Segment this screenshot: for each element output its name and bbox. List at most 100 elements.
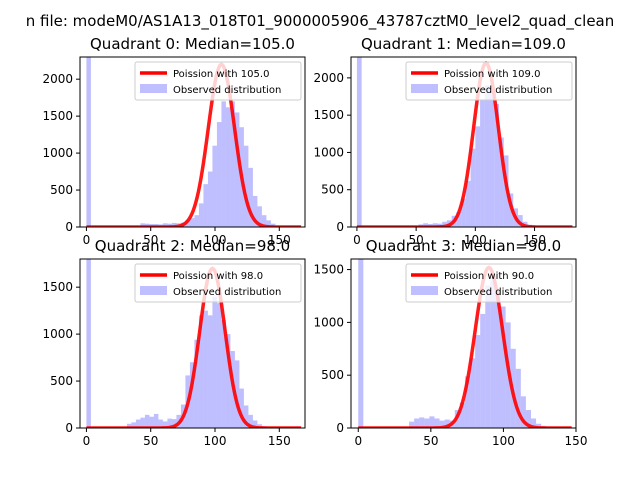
x-tick-label: 150 [565, 434, 588, 448]
poisson-fit-line [86, 62, 302, 227]
histogram-bar [198, 203, 204, 227]
y-tick-label: 0 [65, 220, 73, 234]
histogram-bar [198, 315, 204, 428]
axes-frame [79, 56, 306, 228]
panel-title: Quadrant 2: Median=98.0 [95, 237, 290, 255]
x-tick-label: 50 [143, 434, 158, 448]
x-tick-label: 150 [268, 434, 291, 448]
panel-title: Quadrant 0: Median=105.0 [90, 35, 295, 53]
legend-bar-swatch [411, 286, 438, 295]
histogram-bar [230, 101, 235, 227]
histogram-bar [424, 418, 430, 428]
histogram-bar [189, 218, 195, 227]
histogram-bar [221, 101, 226, 227]
histogram-bar [252, 195, 258, 227]
legend: Poission with 109.0 Observed distribution [405, 61, 573, 101]
y-tick-label: 1000 [42, 146, 73, 160]
histogram-bar [234, 360, 240, 428]
histogram-bar [162, 223, 168, 227]
histogram-bar [444, 419, 450, 428]
y-tick-label: 1500 [313, 263, 344, 277]
histogram-bar [261, 215, 267, 227]
histogram-bar [499, 137, 504, 227]
y-tick-label: 1500 [313, 108, 344, 122]
histogram-bar [203, 184, 208, 227]
histogram-bar [358, 259, 364, 428]
y-tick-label: 1000 [313, 145, 344, 159]
histogram-bar [525, 410, 531, 428]
histogram-bar [216, 303, 222, 428]
histogram-bar [456, 212, 462, 227]
y-tick-label: 0 [336, 421, 344, 435]
histogram-bar [409, 421, 415, 428]
histogram-bar [252, 420, 258, 428]
histogram-bar [135, 419, 141, 428]
histogram-bar [189, 362, 195, 428]
histogram-bar [520, 396, 526, 428]
panel-title: Quadrant 1: Median=109.0 [361, 35, 566, 53]
histogram-bar [207, 171, 213, 227]
histogram-bar [162, 421, 168, 428]
histogram-bar [461, 198, 466, 227]
histogram-bar [248, 414, 253, 428]
x-tick-label: 0 [354, 434, 362, 448]
histogram-bar [86, 57, 91, 227]
axes-frame [350, 56, 577, 228]
axes-frame [79, 258, 306, 429]
legend: Poission with 105.0 Observed distribution [134, 61, 302, 101]
histogram-bar [517, 215, 523, 227]
histogram-bar [490, 280, 496, 428]
y-tick-label: 1500 [42, 109, 73, 123]
plot-area [86, 57, 302, 227]
y-tick-label: 500 [321, 368, 344, 382]
histogram-bar [475, 126, 481, 227]
histogram-bar [216, 122, 222, 227]
legend-label-observed: Observed distribution [173, 85, 281, 96]
histogram-bar [485, 285, 491, 428]
x-tick-label: 0 [83, 233, 91, 247]
histogram-bar [442, 221, 447, 227]
histogram-bar [500, 306, 506, 428]
histogram-bar [266, 220, 271, 227]
histogram-bar [419, 417, 425, 428]
histogram-bar [434, 418, 440, 428]
legend-label-observed: Observed distribution [444, 287, 552, 298]
x-tick-label: 50 [408, 233, 423, 247]
histogram-bar [86, 259, 91, 428]
x-tick-label: 100 [204, 233, 227, 247]
figure-suptitle: n file: modeM0/AS1A13_018T01_9000005906_… [26, 12, 615, 31]
histogram-bar [140, 223, 145, 227]
histogram-bar [153, 413, 159, 428]
legend-label-fit: Poission with 90.0 [444, 271, 534, 282]
x-tick-label: 150 [523, 233, 546, 247]
histogram-bar [203, 310, 208, 428]
legend-bar-swatch [140, 286, 167, 295]
histogram-bar [171, 222, 177, 227]
histogram-bar [515, 368, 521, 428]
histogram-bar [158, 419, 163, 428]
histogram-bar [484, 85, 490, 227]
legend: Poission with 98.0 Observed distribution [134, 263, 302, 303]
y-tick-label: 2000 [313, 71, 344, 85]
histogram-bar [480, 313, 486, 428]
histogram-bar [171, 419, 177, 428]
histogram-bar [194, 215, 199, 227]
x-tick-label: 0 [353, 233, 361, 247]
histogram-bar [356, 57, 362, 227]
histogram-bar [489, 92, 495, 227]
histogram-bar [257, 206, 262, 227]
histogram-bar [470, 148, 476, 227]
y-tick-label: 1000 [42, 327, 73, 341]
histogram-bar [531, 418, 537, 428]
y-tick-label: 0 [336, 220, 344, 234]
legend-label-fit: Poission with 109.0 [444, 69, 540, 80]
histogram-bar [475, 335, 481, 428]
histogram-bar [126, 423, 132, 428]
histogram-bar [470, 358, 476, 428]
histogram-bar [536, 423, 542, 428]
histogram-bar [212, 145, 217, 227]
legend-box [134, 61, 302, 101]
histogram-bar [131, 422, 136, 428]
